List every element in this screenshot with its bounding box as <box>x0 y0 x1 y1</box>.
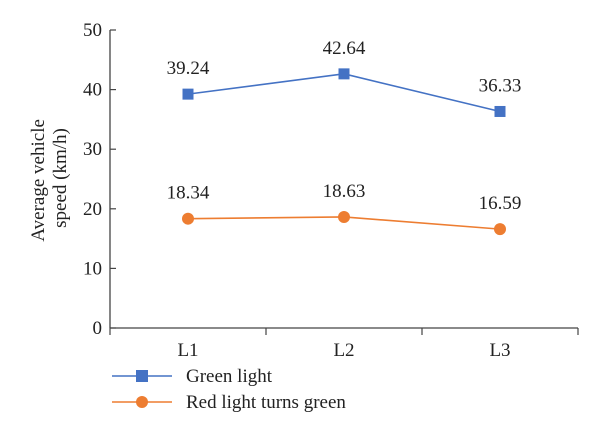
legend-label-green-light: Green light <box>186 366 273 387</box>
data-label-green-light: 39.24 <box>167 58 210 79</box>
data-point-green-light <box>494 105 506 117</box>
data-point-green-light <box>182 88 194 100</box>
y-tick-label: 30 <box>83 139 102 160</box>
y-tick-label: 40 <box>83 80 102 101</box>
y-tick-label: 10 <box>83 258 102 279</box>
data-label-green-light: 36.33 <box>479 75 522 96</box>
x-tick-label-l2: L2 <box>333 340 354 361</box>
legend: Green light Red light turns green <box>112 366 346 413</box>
legend-item-green-light: Green light <box>112 366 273 387</box>
y-tick-label: 50 <box>83 20 102 41</box>
legend-marker-square-icon <box>136 370 148 382</box>
data-label-red-light-turns-green: 18.34 <box>167 183 210 204</box>
series-layer: 39.24 42.64 36.33 18.34 18.63 16.59 <box>167 38 522 236</box>
data-label-red-light-turns-green: 16.59 <box>479 193 522 214</box>
data-label-green-light: 42.64 <box>323 38 366 59</box>
legend-label-red-light-turns-green: Red light turns green <box>186 392 346 413</box>
x-tick-label-l1: L1 <box>177 340 198 361</box>
y-tick-label: 20 <box>83 199 102 220</box>
x-ticks: L1 L2 L3 <box>109 328 579 361</box>
x-tick-label-l3: L3 <box>489 340 510 361</box>
legend-item-red-light-turns-green: Red light turns green <box>112 392 346 413</box>
series-line-green-light <box>187 73 501 113</box>
y-axis-title-line1: Average vehicle <box>28 119 49 242</box>
y-ticks: 0 10 20 30 40 50 <box>83 20 116 339</box>
data-point-green-light <box>338 68 350 80</box>
data-point-red-light-turns-green <box>494 223 506 236</box>
y-axis-title: Average vehicle speed (km/h) <box>28 114 71 241</box>
data-point-red-light-turns-green <box>338 210 350 223</box>
data-label-red-light-turns-green: 18.63 <box>323 181 366 202</box>
legend-marker-circle-icon <box>136 396 148 408</box>
data-point-red-light-turns-green <box>182 212 194 225</box>
y-axis-title-line2: speed (km/h) <box>50 128 71 228</box>
y-tick-label: 0 <box>93 318 103 339</box>
